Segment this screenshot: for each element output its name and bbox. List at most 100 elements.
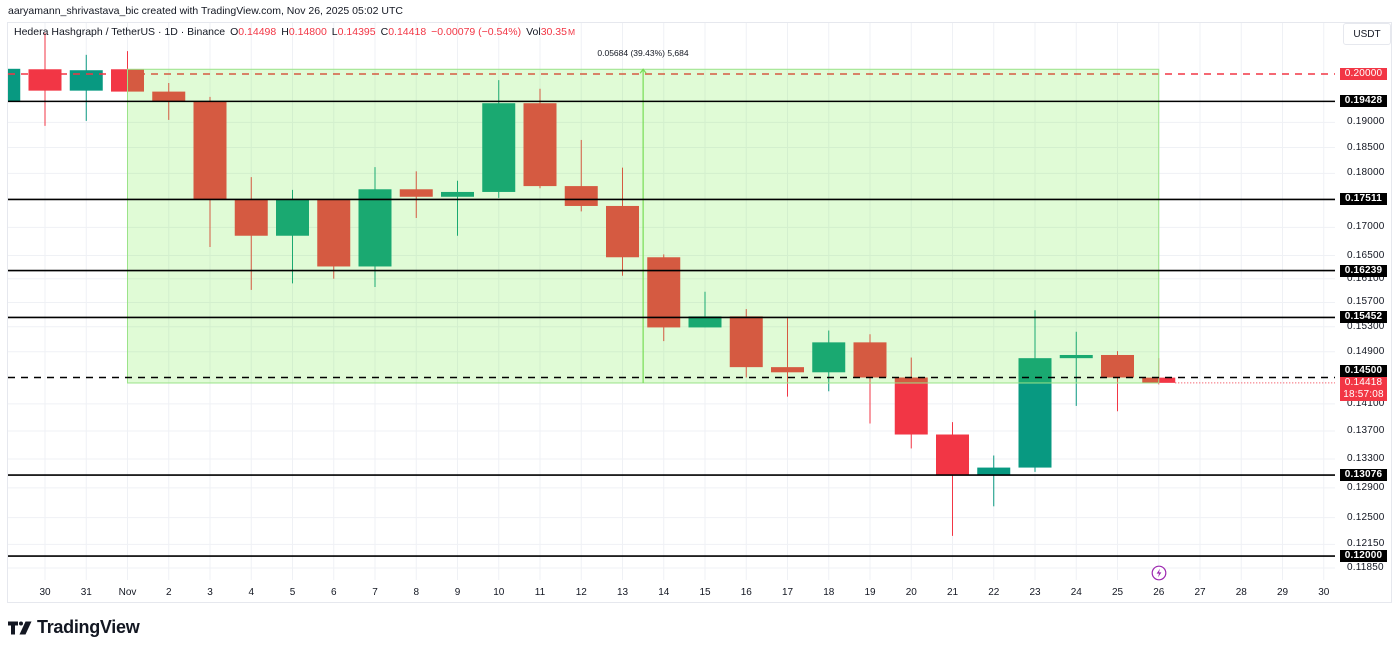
candle-body (977, 467, 1011, 475)
price-tick-label: 0.12150 (1347, 538, 1385, 550)
time-tick-label: 24 (1070, 587, 1082, 598)
candle[interactable] (523, 88, 557, 189)
candle[interactable] (1101, 351, 1134, 412)
candlestick-series[interactable] (0, 32, 1176, 536)
price-tick-label: 0.18500 (1347, 141, 1385, 153)
candle-body (688, 316, 722, 328)
time-tick-label: 13 (616, 587, 629, 598)
time-tick-label: 2 (165, 587, 172, 598)
candle-body (69, 70, 103, 91)
time-tick-label: 21 (946, 587, 959, 598)
price-tick-label: 0.16100 (1347, 272, 1385, 284)
candle-body (523, 103, 557, 187)
candle[interactable] (688, 291, 722, 328)
price-tick-label: 0.19000 (1347, 116, 1385, 128)
currency-button[interactable]: USDT (1343, 23, 1391, 45)
high-value: 0.14800 (288, 26, 327, 38)
current-price-value: 0.14418 (1344, 376, 1383, 388)
candle[interactable] (812, 330, 846, 392)
candle-body (1018, 358, 1052, 468)
time-tick-label: 15 (699, 587, 711, 598)
time-tick-label: 18 (823, 587, 835, 598)
candle[interactable] (977, 455, 1011, 507)
time-tick-label: 30 (39, 587, 51, 598)
price-axis[interactable]: 0.19000 0.18500 0.18000 0.17000 0.16500 0.161… (1335, 22, 1393, 580)
tradingview-logo-icon (8, 621, 32, 634)
candle[interactable] (441, 180, 474, 236)
candle-body (441, 191, 474, 197)
level-price-label: 0.13076 (1340, 469, 1387, 482)
horizontal-levels[interactable] (8, 100, 1335, 557)
candle[interactable] (1059, 331, 1093, 406)
price-tick-label: 0.13700 (1347, 425, 1385, 437)
candle[interactable] (606, 167, 639, 276)
candle[interactable] (771, 318, 804, 397)
time-tick-label: 4 (248, 587, 255, 598)
candle[interactable] (234, 177, 268, 290)
candle-body (606, 205, 639, 258)
candle-body (8, 68, 21, 102)
price-tick-label: 0.16500 (1347, 249, 1385, 261)
tradingview-logo[interactable]: TradingView (8, 617, 140, 638)
time-tick-label: 11 (534, 587, 546, 598)
price-tick-label: 0.12500 (1347, 511, 1385, 523)
candle[interactable] (1018, 310, 1052, 472)
candle-body (358, 189, 392, 267)
candle[interactable] (28, 32, 62, 126)
lightning-icon[interactable] (1151, 565, 1167, 581)
candle-body (853, 342, 887, 378)
time-tick-label: 5 (289, 587, 296, 598)
level-price-label: 0.15452 (1340, 311, 1387, 324)
candle-body (771, 367, 804, 373)
candle[interactable] (399, 171, 433, 218)
low-value: 0.14395 (337, 26, 376, 38)
candle[interactable] (936, 422, 969, 536)
time-tick-label: 17 (781, 587, 794, 598)
time-tick-label: 14 (658, 587, 670, 598)
candle-body (482, 103, 516, 192)
candle[interactable] (482, 80, 516, 198)
level-price-label: 0.20000 (1340, 67, 1387, 80)
candle[interactable] (729, 309, 763, 378)
candle[interactable] (0, 68, 21, 102)
open-label: O (230, 26, 239, 38)
low-label: L (331, 26, 338, 38)
candle-body (564, 186, 598, 206)
candle-body (399, 189, 433, 197)
open-value: 0.14498 (238, 26, 277, 38)
candle[interactable] (358, 167, 392, 287)
symbol-title[interactable]: Hedera Hashgraph / TetherUS · 1D · Binan… (14, 26, 226, 38)
close-value: 0.14418 (388, 26, 427, 38)
candle[interactable] (69, 54, 103, 121)
candle[interactable] (193, 96, 227, 248)
candle-body (234, 199, 268, 236)
candle[interactable] (317, 199, 351, 279)
price-tick-label: 0.11850 (1347, 561, 1384, 573)
time-tick-label: 7 (372, 587, 378, 598)
range-measure-zone[interactable] (127, 68, 1160, 384)
price-tick-label: 0.14900 (1347, 345, 1385, 357)
candle[interactable] (894, 357, 928, 449)
time-tick-label: 29 (1276, 587, 1289, 598)
time-axis[interactable]: 30 31 Nov 2 3 4 5 6 7 8 9 10 11 12 13 14 15 16 17 18 19 20 21 2… (8, 580, 1335, 603)
candle-body (1059, 354, 1093, 359)
time-tick-label: 3 (207, 587, 213, 598)
price-tick-label: 0.15700 (1347, 296, 1385, 308)
level-price-label: 0.17511 (1340, 193, 1387, 206)
price-tick-label: 0.14100 (1347, 397, 1385, 409)
candle-body (1101, 354, 1134, 378)
candle[interactable] (647, 254, 681, 342)
time-tick-label: 20 (905, 587, 917, 598)
symbol-legend[interactable]: Hedera Hashgraph / TetherUS · 1D · Binan… (14, 26, 575, 38)
time-tick-label: 19 (864, 587, 876, 598)
price-tick-label: 0.12900 (1347, 481, 1385, 493)
chart-frame (7, 22, 1392, 603)
price-tick-label: 0.13300 (1347, 453, 1385, 465)
candle[interactable] (853, 334, 887, 424)
volume-value: 30.35 (540, 26, 567, 38)
candle[interactable] (276, 189, 309, 284)
level-price-label: 0.19428 (1340, 95, 1387, 108)
time-tick-label: 26 (1153, 587, 1165, 598)
